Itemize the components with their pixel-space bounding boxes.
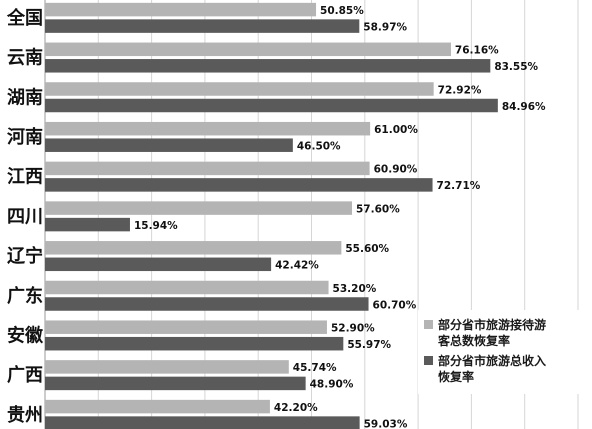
value-label-revenue: 83.55% [494,61,538,73]
bar-revenue [45,178,433,192]
value-label-revenue: 46.50% [297,140,341,152]
legend-background [418,310,582,394]
bar-reception [45,121,371,136]
legend: 部分省市旅游接待游 客总数恢复率 部分省市旅游总收入 恢复率 [418,310,582,394]
bar-revenue [45,19,360,33]
value-label-reception: 42.20% [274,402,318,414]
value-label-revenue: 15.94% [134,220,178,232]
value-label-reception: 55.60% [345,243,389,255]
legend-label-reception-line2: 客总数恢复率 [437,333,510,348]
bar-revenue [45,59,491,73]
category-label: 全国 [6,7,43,29]
category-label: 广西 [7,364,43,386]
category-label: 广东 [7,285,43,307]
bar-reception [45,161,370,176]
value-label-revenue: 72.71% [437,180,481,192]
value-labels: 50.85% 58.97% 76.16% 83.55% 72.92% 84.96% 61.0… [134,5,546,429]
value-label-revenue: 59.03% [364,418,408,429]
category-label: 河南 [7,126,43,148]
value-label-revenue: 58.97% [363,21,407,33]
value-label-revenue: 48.90% [310,379,354,391]
bar-revenue [45,217,130,232]
bar-reception [45,2,317,17]
legend-label-reception-line1: 部分省市旅游接待游 [438,317,546,332]
category-label: 云南 [7,47,43,69]
legend-label-revenue-line2: 恢复率 [438,369,474,384]
bar-reception [45,241,342,255]
bar-reception [45,280,329,295]
category-label: 四川 [7,206,43,227]
bar-reception [45,360,289,374]
bar-revenue [45,138,293,152]
bar-revenue [45,336,344,351]
legend-swatch-reception [424,320,433,329]
category-label: 贵州 [7,405,43,426]
bar-reception [45,82,434,96]
value-label-reception: 45.74% [293,362,337,374]
value-label-revenue: 55.97% [347,339,391,351]
value-label-reception: 50.85% [320,5,364,17]
value-label-reception: 53.20% [333,283,377,295]
value-label-revenue: 84.96% [502,101,546,113]
bar-revenue [45,98,498,113]
value-label-reception: 60.90% [374,164,418,176]
bar-reception [45,399,270,414]
value-label-revenue: 60.70% [373,299,417,311]
category-label: 安徽 [7,324,44,346]
bar-revenue [45,416,360,429]
value-label-reception: 52.90% [331,322,375,334]
value-label-reception: 76.16% [455,45,499,57]
value-label-reception: 61.00% [374,124,418,136]
bar-revenue [45,297,369,311]
bars [45,2,498,429]
bar-revenue [45,257,272,272]
legend-swatch-revenue [424,356,433,365]
value-label-reception: 72.92% [438,84,482,96]
bar-reception [45,320,327,334]
category-label: 江西 [7,167,43,188]
category-label: 辽宁 [7,245,43,267]
value-label-revenue: 42.42% [275,260,319,272]
legend-label-revenue-line1: 部分省市旅游总收入 [438,353,546,368]
bar-revenue [45,376,306,391]
category-label: 湖南 [7,86,43,108]
value-label-reception: 57.60% [356,203,400,215]
bar-reception [45,201,353,215]
bar-reception [45,42,451,57]
